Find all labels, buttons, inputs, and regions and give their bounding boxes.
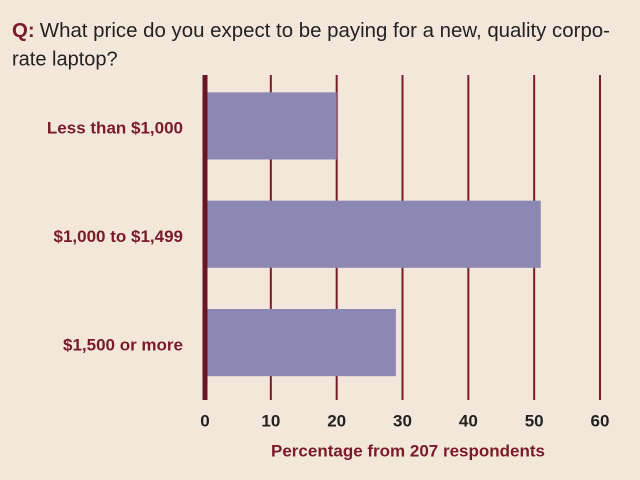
x-tick-label: 0	[200, 411, 209, 430]
y-tick-label: $1,000 to $1,499	[54, 227, 183, 246]
title-line: What price do you expect to be paying fo…	[40, 20, 610, 42]
x-tick-label: 40	[459, 411, 478, 430]
x-axis-label: Percentage from 207 respondents	[271, 441, 545, 460]
bar	[205, 309, 396, 377]
title-line: rate laptop?	[12, 48, 118, 70]
x-tick-label: 60	[591, 411, 610, 430]
chart-title: Q: What price do you expect to be paying …	[12, 20, 610, 42]
bar	[205, 200, 541, 268]
y-tick-label: $1,500 or more	[63, 335, 183, 354]
bar	[205, 92, 337, 160]
title-label: Q:	[12, 20, 35, 42]
x-tick-label: 50	[525, 411, 544, 430]
x-tick-label: 30	[393, 411, 412, 430]
y-tick-label: Less than $1,000	[47, 119, 183, 138]
x-tick-label: 20	[327, 411, 346, 430]
x-tick-label: 10	[261, 411, 280, 430]
